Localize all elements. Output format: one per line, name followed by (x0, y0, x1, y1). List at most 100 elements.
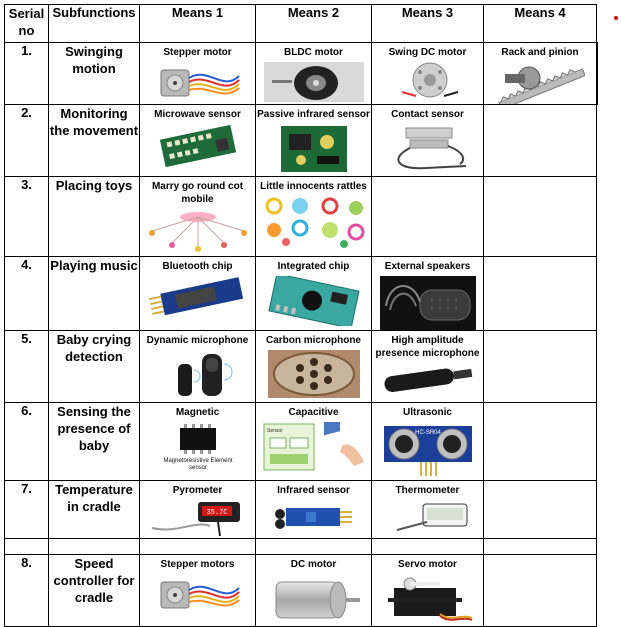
means-label: External speakers (384, 261, 471, 272)
serial-cell: 8. (4, 554, 49, 627)
header-row: Serial no Subfunctions Means 1 Means 2 M… (4, 4, 598, 43)
subfunction-cell: Monitoring the movement (48, 104, 140, 177)
svg-text:HC-SR04: HC-SR04 (415, 430, 441, 436)
magnetic-sensor-icon: Magnetoresistive Element sensor (163, 424, 232, 471)
header-means-1: Means 1 (139, 4, 256, 43)
dynamic-microphone-icon (177, 354, 232, 396)
means-label: Stepper motors (160, 559, 235, 570)
means-cell: Little innocents rattles (255, 176, 372, 257)
empty-cell (483, 554, 597, 627)
ultrasonic-sensor-icon: HC-SR04 (383, 426, 472, 476)
means-cell: Capacitive Sensor (255, 402, 372, 481)
means-label: Carbon microphone (265, 335, 361, 346)
serial-cell: 3. (4, 176, 49, 257)
microwave-sensor-icon (159, 124, 236, 168)
means-cell: External speakers (371, 256, 484, 331)
means-label: Infrared sensor (277, 485, 350, 496)
means-label: Rack and pinion (501, 47, 579, 58)
means-label: Dynamic microphone (146, 335, 249, 346)
means-cell: Rack and pinion (483, 42, 597, 105)
empty-cell (139, 538, 256, 555)
table-row: 1. Swinging motion Stepper motor BLDC mo… (4, 42, 598, 105)
means-label: Pyrometer (172, 485, 223, 496)
means-cell: Stepper motors (139, 554, 256, 627)
serial-cell: 1. (4, 42, 49, 105)
means-cell: Magnetic Magnetoresistive Element sensor (139, 402, 256, 481)
contact-sensor-icon (397, 127, 466, 170)
means-label: Microwave sensor (154, 109, 241, 120)
empty-cell (371, 176, 484, 257)
means-cell: Thermometer (371, 480, 484, 539)
means-label: Little innocents rattles (260, 181, 367, 192)
means-label: Marry go round cot mobile (151, 181, 244, 205)
subfunction-cell: Speed controller for cradle (48, 554, 140, 627)
rack-and-pinion-icon (498, 66, 585, 104)
empty-cell (483, 538, 597, 555)
header-subfunctions: Subfunctions (48, 4, 140, 43)
empty-cell (483, 402, 597, 481)
means-cell: Carbon microphone (255, 330, 372, 403)
means-cell: Pyrometer 35.7C (139, 480, 256, 539)
means-label: Contact sensor (391, 109, 464, 120)
spacer-row (4, 538, 598, 555)
empty-cell (483, 176, 597, 257)
swing-dc-motor-icon (401, 62, 458, 98)
servo-motor-icon (387, 577, 472, 621)
means-cell: Dynamic microphone (139, 330, 256, 403)
serial-cell: 2. (4, 104, 49, 177)
means-label: Thermometer (395, 485, 460, 496)
serial-cell: 7. (4, 480, 49, 539)
means-label: Integrated chip (277, 261, 350, 272)
means-label: Bluetooth chip (162, 261, 233, 272)
header-means-2: Means 2 (255, 4, 372, 43)
speaker-icon (379, 276, 476, 330)
empty-cell (483, 480, 597, 539)
means-label: Capacitive (288, 407, 339, 418)
empty-cell (4, 538, 49, 555)
svg-text:35.7C: 35.7C (206, 509, 227, 517)
empty-cell (48, 538, 140, 555)
thermometer-icon (396, 503, 467, 531)
means-label: High amplitude presence microphone (375, 335, 480, 359)
empty-cell (596, 42, 598, 105)
means-label: Stepper motor (163, 47, 232, 58)
table-row: 6. Sensing the presence of baby Magnetic… (4, 402, 598, 481)
serial-cell: 6. (4, 402, 49, 481)
svg-text:Magnetoresistive Element: Magnetoresistive Element (163, 458, 232, 464)
header-means-3: Means 3 (371, 4, 484, 43)
subfunction-cell: Sensing the presence of baby (48, 402, 140, 481)
carbon-microphone-icon (267, 350, 360, 398)
bldc-motor-icon (263, 62, 364, 102)
means-label: Servo motor (398, 559, 457, 570)
header-means-4: Means 4 (483, 4, 597, 43)
means-cell: Passive infrared sensor (255, 104, 372, 177)
dc-motor-icon (275, 581, 360, 619)
means-cell: Ultrasonic HC-SR04 (371, 402, 484, 481)
empty-cell (483, 330, 597, 403)
bluetooth-chip-icon (148, 277, 243, 316)
svg-text:Sensor: Sensor (267, 428, 283, 434)
means-cell: Stepper motor (139, 42, 256, 105)
means-cell: Contact sensor (371, 104, 484, 177)
morphological-chart-table: Serial no Subfunctions Means 1 Means 2 M… (4, 4, 598, 627)
subfunction-cell: Swinging motion (48, 42, 140, 105)
empty-cell (255, 538, 372, 555)
means-cell: Microwave sensor (139, 104, 256, 177)
cot-mobile-icon (148, 212, 247, 252)
capacitive-sensor-icon: Sensor (263, 422, 364, 471)
means-label: Passive infrared sensor (257, 109, 370, 120)
subfunction-cell: Playing music (48, 256, 140, 331)
means-label: Magnetic (175, 407, 220, 418)
pyrometer-icon: 35.7C (151, 502, 240, 537)
stepper-motor-icon (160, 581, 240, 609)
subfunction-cell: Placing toys (48, 176, 140, 257)
table-row: 8. Speed controller for cradle Stepper m… (4, 554, 598, 627)
empty-cell (483, 104, 597, 177)
empty-cell (483, 256, 597, 331)
means-cell: BLDC motor (255, 42, 372, 105)
means-cell: High amplitude presence microphone (371, 330, 484, 403)
integrated-chip-icon (267, 276, 360, 326)
table-row: 3. Placing toys Marry go round cot mobil… (4, 176, 598, 257)
means-cell: Servo motor (371, 554, 484, 627)
table-row: 5. Baby crying detection Dynamic microph… (4, 330, 598, 403)
